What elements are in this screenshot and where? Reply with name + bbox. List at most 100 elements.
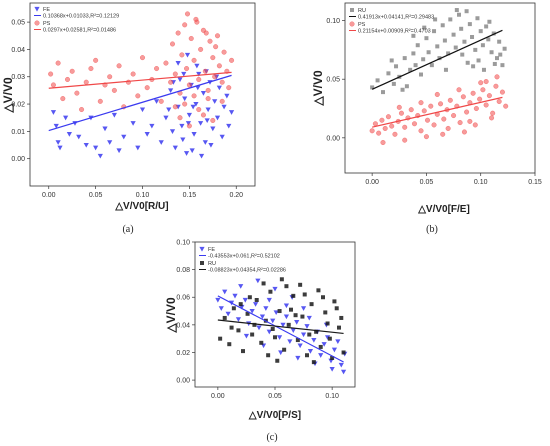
data-point — [139, 55, 145, 61]
data-point — [440, 131, 446, 137]
legend-entry: PS0.0297x+0.02581,R²=0.01486 — [34, 20, 116, 34]
data-point — [337, 325, 341, 330]
data-point — [184, 11, 190, 17]
data-point — [435, 44, 440, 49]
data-point — [216, 85, 222, 91]
data-point — [473, 106, 479, 112]
data-point — [306, 315, 312, 321]
data-point — [268, 289, 273, 294]
data-point — [183, 151, 190, 156]
data-point — [247, 295, 252, 300]
data-point — [186, 123, 192, 129]
data-point — [423, 134, 429, 140]
data-point — [214, 115, 221, 121]
y-axis-label: △V/V0 — [311, 70, 325, 107]
data-point — [467, 118, 473, 124]
data-point — [222, 315, 227, 320]
data-point — [275, 358, 280, 363]
legend-series-name: RU — [208, 261, 216, 267]
x-tick-label: 0.20 — [229, 192, 243, 199]
data-point — [259, 340, 264, 345]
data-point — [321, 295, 325, 300]
data-point — [194, 63, 200, 69]
data-point — [154, 66, 160, 72]
data-point — [55, 140, 61, 145]
data-point — [179, 52, 185, 58]
data-point — [411, 51, 416, 56]
data-point — [396, 104, 402, 110]
data-point — [498, 52, 503, 57]
data-point — [411, 33, 416, 38]
data-point — [196, 71, 202, 77]
x-tick-label: 0.15 — [528, 179, 542, 186]
data-point — [392, 131, 398, 137]
data-point — [198, 46, 204, 52]
data-point — [389, 58, 394, 63]
data-point — [298, 282, 303, 287]
plot-area — [344, 2, 536, 174]
y-tick-label: 0.04 — [176, 322, 190, 329]
data-point — [218, 336, 223, 341]
data-point — [278, 350, 284, 356]
data-point — [421, 108, 427, 114]
data-point — [210, 126, 216, 132]
data-point — [270, 318, 276, 324]
data-point — [470, 90, 476, 96]
data-point — [203, 30, 209, 36]
data-point — [471, 64, 476, 69]
data-point — [34, 6, 40, 12]
data-point — [376, 130, 382, 136]
data-point — [272, 286, 278, 292]
data-point — [503, 103, 509, 109]
data-point — [261, 281, 266, 286]
y-tick-label: 0.05 — [11, 20, 25, 27]
data-point — [457, 12, 461, 17]
data-point — [69, 68, 75, 74]
data-point — [107, 74, 113, 80]
data-point — [250, 332, 255, 337]
fit-line-ru — [217, 319, 344, 335]
data-point — [172, 145, 178, 151]
data-point — [375, 78, 380, 83]
series-ru — [218, 277, 346, 365]
legend-series-name: RU — [358, 8, 366, 14]
data-point — [379, 117, 385, 123]
data-point — [55, 60, 61, 66]
data-point — [422, 25, 427, 30]
y-tick-label: 0.08 — [176, 267, 190, 274]
x-tick-label: 0.00 — [365, 179, 379, 186]
data-point — [456, 87, 462, 93]
y-tick-label: 0.00 — [176, 378, 190, 385]
data-point — [428, 103, 434, 109]
data-point — [252, 322, 257, 327]
data-point — [434, 91, 440, 97]
data-point — [295, 338, 300, 343]
data-point — [121, 134, 127, 140]
data-point — [107, 140, 113, 145]
data-point — [286, 322, 291, 327]
data-point — [172, 71, 178, 77]
data-point — [432, 29, 437, 34]
data-point — [198, 153, 205, 159]
fit-line-ps — [372, 96, 503, 128]
data-point — [205, 107, 211, 113]
data-point — [350, 8, 354, 12]
data-point — [451, 32, 456, 37]
legend-series-name: FE — [43, 7, 50, 13]
data-point — [184, 52, 191, 58]
data-point — [255, 278, 261, 284]
data-point — [196, 107, 202, 113]
data-point — [200, 112, 206, 118]
data-point — [402, 137, 408, 143]
data-point — [496, 98, 502, 104]
data-point — [225, 311, 231, 317]
x-tick-label: 0.10 — [325, 393, 339, 400]
data-point — [242, 297, 248, 303]
data-point — [135, 93, 141, 99]
data-point — [200, 91, 207, 96]
data-point — [472, 122, 478, 128]
data-point — [196, 76, 202, 82]
data-point — [460, 52, 465, 57]
y-tick-label: 0.10 — [176, 240, 190, 247]
data-point — [489, 50, 494, 55]
